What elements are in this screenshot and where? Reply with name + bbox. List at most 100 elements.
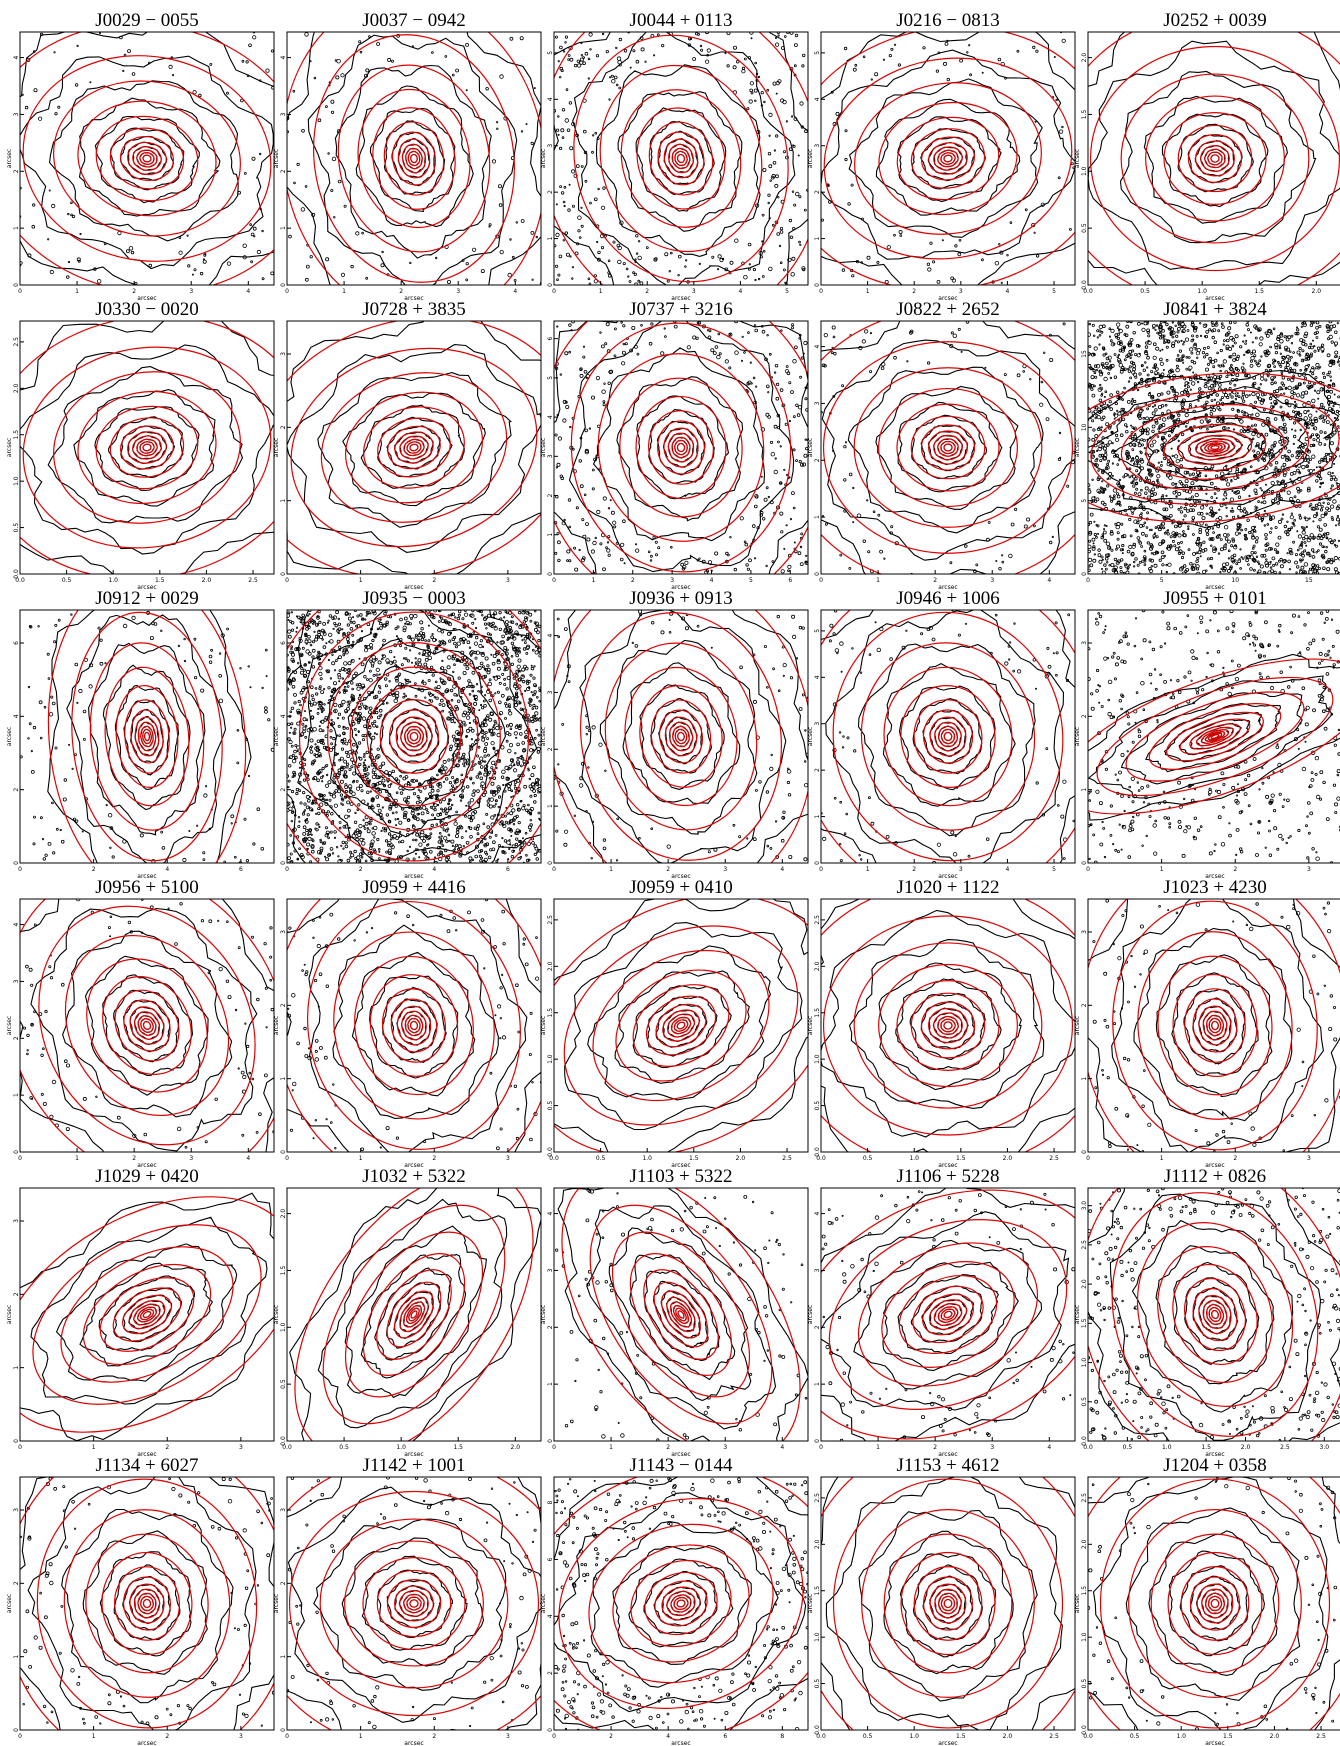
- noise-contour: [613, 525, 617, 529]
- noise-contour: [1197, 399, 1200, 402]
- noise-contour: [1061, 125, 1064, 129]
- noise-contour: [566, 549, 571, 554]
- noise-contour: [1159, 349, 1162, 352]
- noise-contour: [295, 791, 299, 796]
- noise-contour: [1103, 376, 1108, 382]
- noise-contour: [1177, 533, 1182, 538]
- noise-contour: [1118, 328, 1123, 334]
- noise-contour: [27, 737, 30, 740]
- noise-contour: [1134, 353, 1138, 357]
- noise-contour: [743, 540, 747, 544]
- noise-contour: [613, 354, 617, 358]
- noise-contour: [186, 234, 189, 237]
- noise-contour: [348, 787, 352, 790]
- noise-contour: [1286, 412, 1290, 415]
- y-tick-label: 2: [547, 493, 554, 497]
- noise-contour: [1177, 551, 1182, 555]
- noise-contour: [1273, 365, 1276, 368]
- noise-contour: [585, 376, 588, 380]
- noise-contour: [994, 260, 1000, 266]
- y-tick-label: 0.0: [13, 569, 20, 579]
- x-tick-label: 2.5: [248, 577, 258, 584]
- noise-contour: [506, 648, 509, 652]
- noise-contour: [1326, 325, 1331, 330]
- noise-contour: [556, 278, 559, 282]
- noise-contour: [1256, 560, 1260, 564]
- noise-contour: [1334, 570, 1339, 574]
- noise-contour: [1270, 332, 1273, 335]
- noise-contour: [530, 664, 533, 667]
- noise-contour: [369, 855, 373, 859]
- noise-contour: [1250, 529, 1255, 534]
- noise-contour: [1094, 434, 1099, 439]
- noise-contour: [1088, 489, 1092, 494]
- noise-contour: [775, 396, 780, 401]
- noise-contour: [1252, 558, 1257, 563]
- noise-contour: [1040, 380, 1044, 384]
- noise-contour: [1151, 429, 1155, 433]
- noise-contour: [1146, 322, 1149, 326]
- noise-contour: [261, 686, 264, 690]
- noise-contour: [126, 249, 130, 254]
- noise-contour: [1099, 459, 1103, 463]
- noise-contour: [792, 415, 796, 418]
- noise-contour: [1190, 495, 1194, 499]
- noise-contour: [354, 830, 357, 833]
- noise-contour: [1165, 358, 1169, 362]
- noise-contour: [350, 264, 354, 269]
- noise-contour: [561, 108, 566, 112]
- noise-contour: [1277, 360, 1280, 364]
- noise-contour: [1116, 327, 1119, 330]
- noise-contour: [752, 267, 756, 272]
- noise-contour: [950, 331, 954, 335]
- noise-contour: [488, 223, 492, 227]
- noise-contour: [1264, 560, 1269, 565]
- noise-contour: [1106, 477, 1109, 481]
- noise-contour: [1103, 395, 1106, 398]
- noise-contour: [886, 245, 891, 250]
- fitted-ellipse: [120, 425, 174, 470]
- noise-contour: [783, 547, 786, 550]
- noise-contour: [1174, 482, 1178, 486]
- noise-contour: [716, 354, 721, 360]
- noise-contour: [1337, 425, 1340, 428]
- noise-contour: [307, 836, 312, 841]
- noise-contour: [318, 704, 322, 708]
- fitted-ellipse: [372, 107, 456, 210]
- noise-contour: [441, 844, 445, 847]
- noise-contour: [1314, 418, 1319, 423]
- noise-contour: [340, 272, 346, 277]
- noise-contour: [1118, 340, 1123, 345]
- noise-contour: [1138, 352, 1141, 355]
- noise-contour: [1269, 345, 1272, 349]
- noise-contour: [597, 257, 601, 262]
- noise-contour: [1306, 357, 1310, 361]
- noise-contour: [965, 321, 970, 324]
- noise-contour: [1266, 489, 1271, 494]
- noise-contour: [609, 369, 614, 374]
- noise-contour: [510, 834, 513, 837]
- noise-contour: [1095, 369, 1099, 372]
- noise-contour: [515, 691, 519, 695]
- noise-contour: [625, 267, 629, 271]
- isophote-contour: [94, 406, 200, 491]
- x-tick-label: 2: [92, 866, 96, 873]
- noise-contour: [398, 830, 402, 834]
- noise-contour: [1304, 331, 1309, 336]
- noise-contour: [684, 265, 687, 268]
- noise-contour: [746, 567, 750, 571]
- fitted-ellipse: [77, 100, 217, 217]
- y-axis-label: arcsec: [273, 438, 280, 457]
- noise-contour: [623, 562, 626, 565]
- noise-contour: [1309, 352, 1313, 356]
- noise-contour: [1236, 392, 1239, 395]
- fitted-ellipse: [313, 34, 515, 283]
- noise-contour: [474, 656, 478, 660]
- noise-contour: [839, 553, 843, 557]
- noise-contour: [1169, 333, 1173, 337]
- y-axis-label: arcsec: [6, 727, 13, 746]
- noise-contour: [1293, 406, 1297, 409]
- noise-contour: [1230, 395, 1234, 399]
- noise-contour: [1016, 373, 1021, 378]
